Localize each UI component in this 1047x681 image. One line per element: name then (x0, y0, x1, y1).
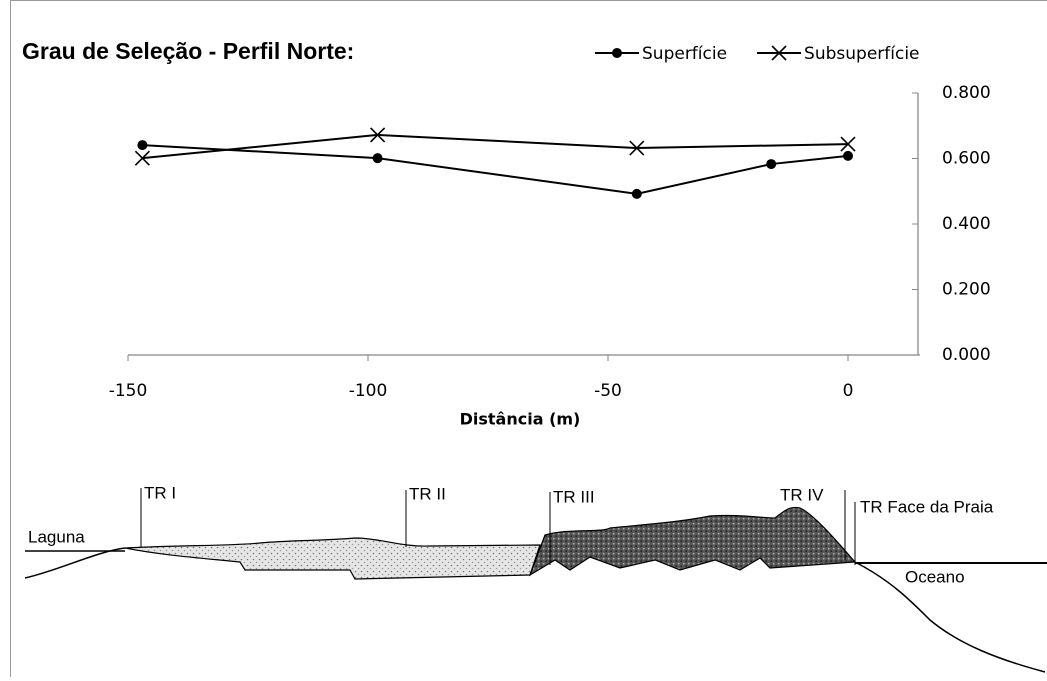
chart: Grau de Seleção - Perfil Norte: Distânci… (0, 0, 1047, 677)
diagram-label: Laguna (28, 527, 85, 546)
x-axis-title: Distância (m) (460, 410, 581, 429)
data-point (766, 159, 776, 169)
x-tick-label: 0 (843, 381, 854, 401)
y-tick-label: 0.800 (942, 83, 991, 103)
y-tick-label: 0.600 (942, 149, 991, 169)
diagram-label: TR IV (780, 485, 824, 504)
x-tick-label: -100 (349, 381, 388, 401)
light-sediment (125, 538, 540, 579)
series-line (142, 135, 848, 158)
profile-diagram: Laguna TR I TR II TR III TR IV TR Face d… (25, 483, 1047, 672)
diagram-label: Oceano (905, 567, 965, 586)
y-tick-label: 0.000 (942, 345, 991, 365)
data-point (373, 153, 383, 163)
data-point (632, 189, 642, 199)
legend-label: Superfície (642, 44, 727, 64)
x-tick-label: -150 (109, 381, 148, 401)
data-point (843, 151, 853, 161)
y-tick-label: 0.200 (942, 280, 991, 300)
lagoon-shore (25, 548, 125, 578)
diagram-label: TR I (144, 483, 176, 502)
chart-title: Grau de Seleção - Perfil Norte: (22, 38, 354, 64)
dark-sediment (530, 507, 855, 575)
y-tick-label: 0.400 (942, 214, 991, 234)
diagram-label: TR Face da Praia (860, 497, 994, 516)
diagram-label: TR II (409, 484, 446, 503)
series-line (142, 145, 848, 194)
legend-label: Subsuperfície (804, 44, 919, 64)
legend-marker (612, 48, 622, 58)
diagram-label: TR III (553, 487, 595, 506)
x-tick-label: -50 (594, 381, 622, 401)
data-point (137, 140, 147, 150)
